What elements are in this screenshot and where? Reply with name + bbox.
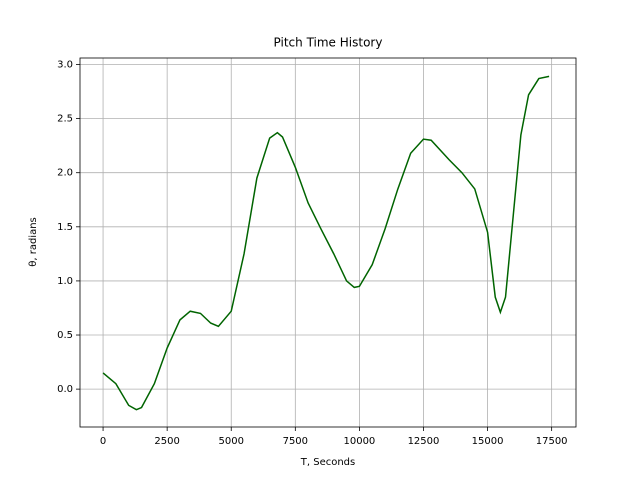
x-tick-label: 12500 xyxy=(408,436,440,447)
y-tick-label: 0.5 xyxy=(57,330,73,341)
y-tick-label: 1.0 xyxy=(57,276,73,287)
y-tick-label: 2.5 xyxy=(57,114,73,125)
x-tick-label: 5000 xyxy=(219,436,244,447)
y-axis-label: θ, radians xyxy=(28,217,39,267)
x-tick-label: 15000 xyxy=(472,436,504,447)
x-tick-label: 2500 xyxy=(154,436,179,447)
y-tick-label: 3.0 xyxy=(57,59,73,70)
x-tick-label: 10000 xyxy=(343,436,375,447)
x-tick-label: 17500 xyxy=(536,436,568,447)
y-tick-label: 2.0 xyxy=(57,168,73,179)
y-tick-label: 0.0 xyxy=(57,384,73,395)
data-line xyxy=(102,75,550,411)
x-axis-label: T, Seconds xyxy=(300,457,355,468)
y-tick-label: 1.5 xyxy=(57,222,73,233)
x-tick-label: 0 xyxy=(100,436,106,447)
chart-title: Pitch Time History xyxy=(274,36,383,50)
plot-frame xyxy=(79,57,577,428)
x-tick-label: 7500 xyxy=(283,436,308,447)
